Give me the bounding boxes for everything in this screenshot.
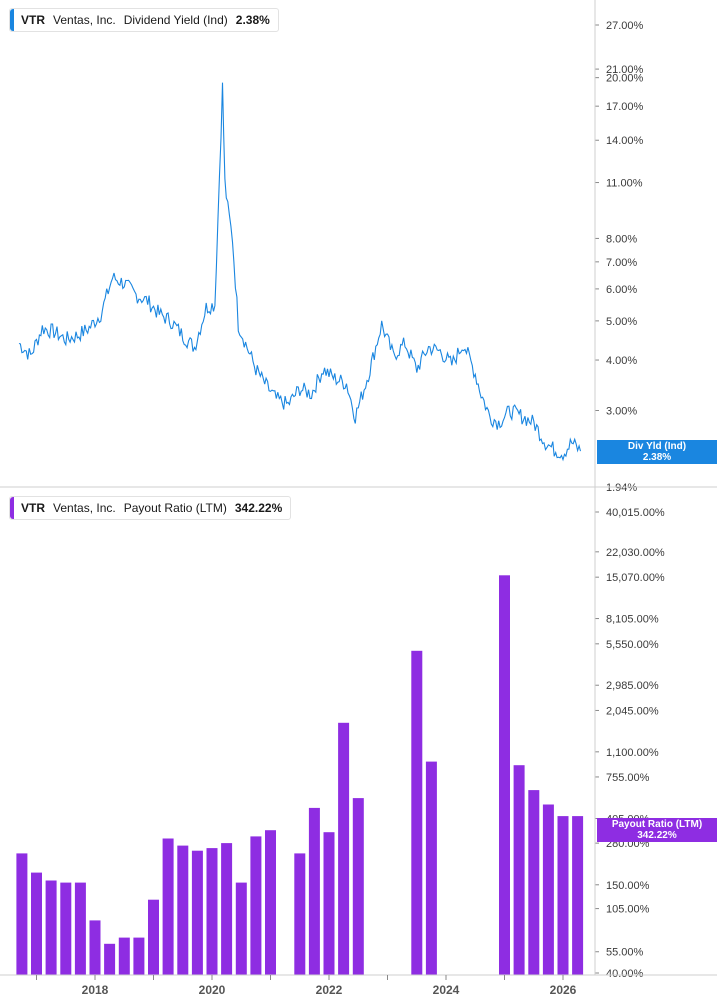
payout-ratio-bar — [162, 838, 174, 975]
payout-ratio-bar — [31, 872, 42, 975]
x-tick-label: 2022 — [316, 983, 343, 997]
payout-ratio-bar — [221, 843, 233, 975]
y-tick-label: 5,550.00% — [606, 639, 659, 651]
bottom-legend-metric: Payout Ratio (LTM) — [123, 501, 227, 515]
y-tick-label: 2,985.00% — [606, 680, 659, 692]
payout-ratio-badge-label: Payout Ratio (LTM) — [611, 819, 703, 830]
y-tick-label: 20.00% — [606, 73, 644, 85]
payout-ratio-bar — [338, 722, 350, 975]
y-tick-label: 7.00% — [606, 257, 637, 269]
payout-ratio-bar — [118, 937, 130, 975]
y-tick-label: 22,030.00% — [606, 547, 665, 559]
payout-ratio-badge-value: 342.22% — [637, 830, 677, 841]
y-tick-label: 1,100.00% — [606, 747, 659, 759]
payout-ratio-bar — [89, 920, 101, 975]
x-tick-label: 2024 — [433, 983, 460, 997]
payout-ratio-bar — [308, 807, 320, 975]
y-tick-label: 8.00% — [606, 233, 637, 245]
payout-ratio-bar — [513, 765, 525, 975]
top-legend-swatch — [10, 9, 14, 31]
x-tick-label: 2026 — [550, 983, 577, 997]
y-tick-label: 6.00% — [606, 284, 637, 296]
payout-ratio-bar — [133, 937, 145, 975]
payout-ratio-bar — [250, 836, 262, 975]
bottom-legend-company: Ventas, Inc. — [53, 501, 116, 515]
y-tick-label: 150.00% — [606, 880, 650, 892]
y-tick-label: 14.00% — [606, 135, 644, 147]
payout-ratio-bar — [45, 880, 57, 975]
y-tick-label: 40.00% — [606, 968, 644, 980]
payout-ratio-bar — [191, 850, 203, 975]
y-tick-label: 755.00% — [606, 772, 650, 784]
bottom-legend-swatch — [10, 497, 14, 519]
payout-ratio-bar — [352, 798, 364, 975]
bottom-chart-axis: 40,015.00% 22,030.00% 15,070.00% 8,105.00% 5… — [595, 507, 665, 980]
payout-ratio-bar — [148, 899, 159, 975]
payout-ratio-bar — [265, 830, 276, 975]
payout-ratio-bar — [425, 761, 437, 975]
payout-ratio-bar — [104, 943, 116, 975]
y-tick-label: 15,070.00% — [606, 572, 665, 584]
payout-ratio-bar — [528, 790, 540, 975]
payout-ratio-bar — [294, 853, 306, 975]
y-tick-label: 1.94% — [606, 482, 637, 494]
payout-ratio-bar — [542, 804, 554, 975]
top-legend-company: Ventas, Inc. — [53, 13, 116, 27]
payout-ratio-bar — [572, 816, 584, 975]
div-yield-badge-value: 2.38% — [642, 452, 672, 463]
y-tick-label: 21.00% — [606, 64, 644, 76]
top-legend[interactable]: VTR Ventas, Inc. Dividend Yield (Ind) 2.… — [9, 8, 279, 32]
bottom-legend[interactable]: VTR Ventas, Inc. Payout Ratio (LTM) 342.… — [9, 496, 292, 520]
payout-ratio-bar — [235, 882, 247, 975]
payout-ratio-bar — [411, 650, 423, 975]
top-legend-metric: Dividend Yield (Ind) — [123, 13, 228, 27]
x-tick-label: 2020 — [199, 983, 226, 997]
payout-ratio-plot — [16, 575, 584, 975]
y-tick-label: 8,105.00% — [606, 614, 659, 626]
y-tick-label: 17.00% — [606, 101, 644, 113]
y-tick-label: 105.00% — [606, 904, 650, 916]
y-tick-label: 55.00% — [606, 947, 644, 959]
top-legend-value: 2.38% — [235, 13, 270, 27]
top-legend-ticker: VTR — [21, 13, 45, 27]
y-tick-label: 40,015.00% — [606, 507, 665, 519]
payout-ratio-bar — [16, 853, 28, 975]
bottom-legend-ticker: VTR — [21, 501, 45, 515]
y-tick-label: 3.00% — [606, 406, 637, 418]
payout-ratio-bar — [323, 832, 335, 975]
div-yield-value-badge: Div Yld (Ind) 2.38% — [597, 440, 717, 464]
payout-ratio-bar — [74, 882, 86, 975]
y-tick-label: 11.00% — [606, 178, 643, 190]
y-tick-label: 4.00% — [606, 355, 637, 367]
payout-ratio-bar — [60, 882, 72, 975]
payout-ratio-bar — [499, 575, 510, 975]
dividend-yield-plot — [18, 82, 582, 462]
payout-ratio-bar — [206, 848, 218, 975]
y-tick-label: 27.00% — [606, 20, 644, 32]
bottom-legend-value: 342.22% — [234, 501, 283, 515]
y-tick-label: 5.00% — [606, 316, 637, 328]
top-chart-axis: 27.00% 21.00%20.00% 17.00% 14.00% 11.00% 8.00… — [595, 20, 644, 494]
y-tick-label: 2,045.00% — [606, 705, 659, 717]
div-yield-badge-label: Div Yld (Ind) — [627, 441, 687, 452]
payout-ratio-value-badge: Payout Ratio (LTM) 342.22% — [597, 818, 717, 842]
payout-ratio-bar — [177, 845, 189, 975]
dividend-yield-line — [18, 82, 582, 462]
x-tick-label: 2018 — [82, 983, 109, 997]
payout-ratio-bar — [557, 816, 569, 975]
